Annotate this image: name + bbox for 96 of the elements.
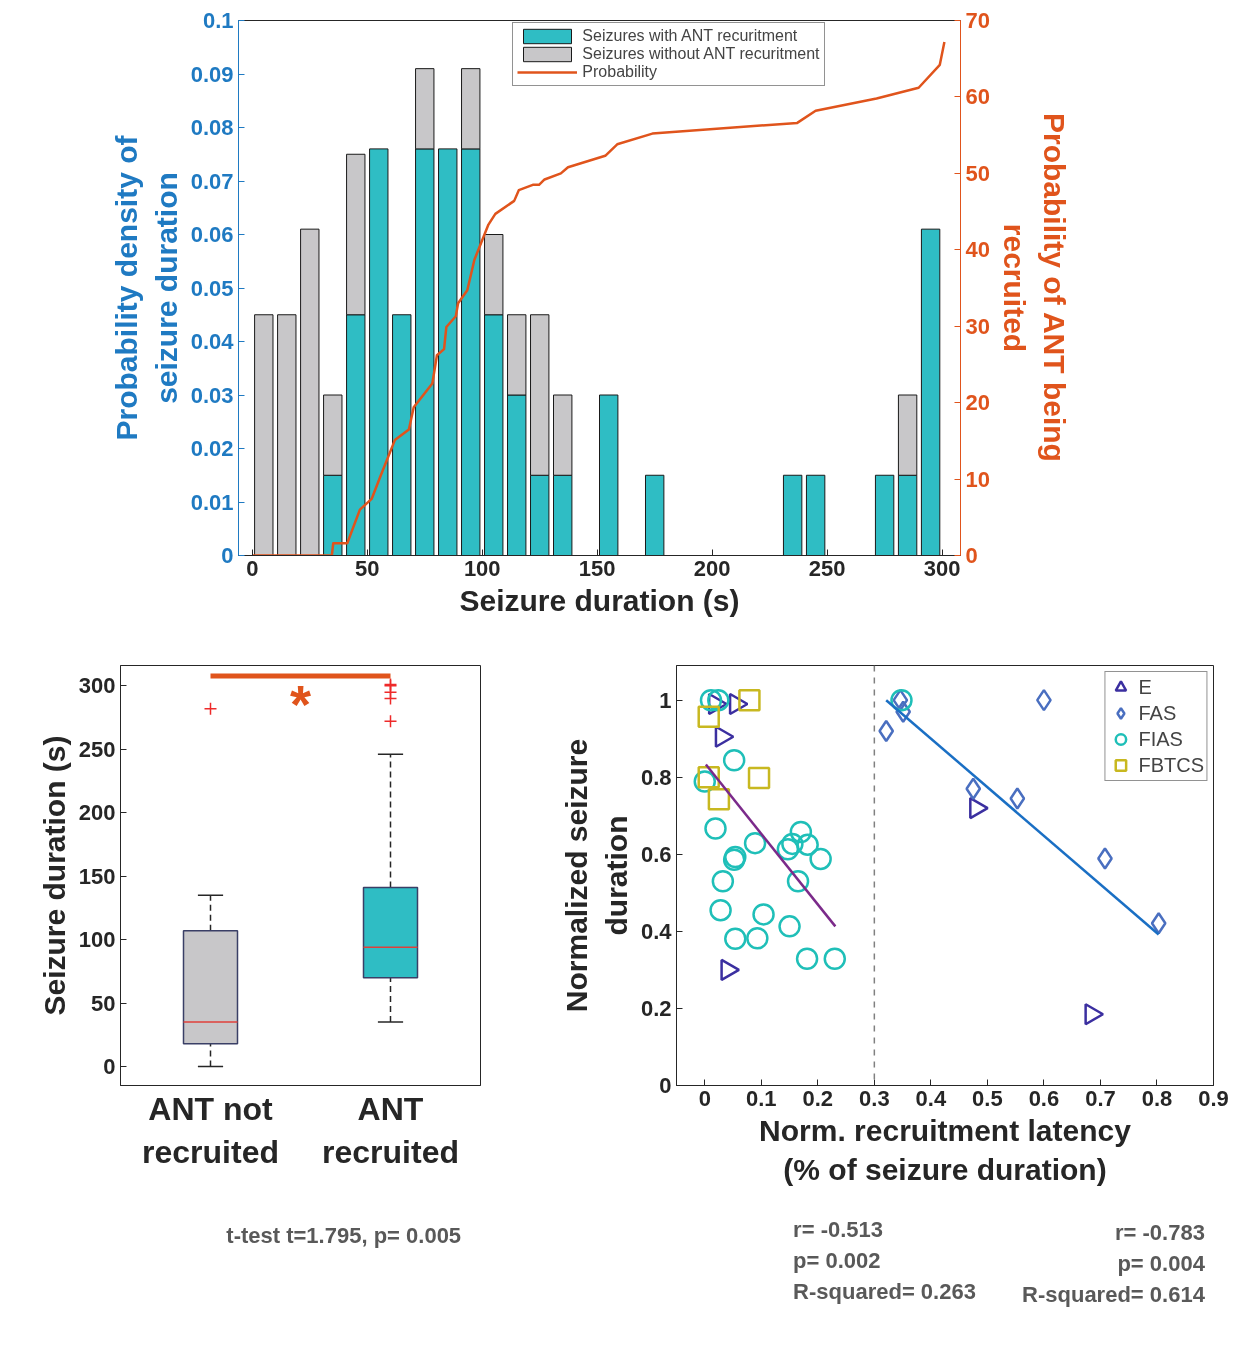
x-tick-label: 50 [355,555,380,581]
y-tick-label: 0.05 [190,275,234,301]
y2-tick-label: 60 [965,84,990,110]
point [778,915,801,938]
y-tick-label: 0.4 [640,918,673,944]
y-tick-label: 0.03 [190,382,234,408]
point [697,705,720,728]
point [724,927,747,950]
point [1009,787,1026,810]
y-tick-label: 1 [659,687,672,713]
y2-tick-label: 30 [965,313,990,339]
point [697,765,720,789]
legend-label: Seizures without ANT recuritment [582,45,820,63]
y-tick-label: 250 [78,736,116,762]
text: r= -0.783 [1114,1219,1205,1245]
point [722,749,746,772]
point [752,903,775,926]
y-tick-label: 200 [78,800,116,826]
legend-label: FAS [1138,701,1177,725]
text: R-squared= 0.263 [793,1278,976,1304]
y-tick-label: 0.01 [190,489,234,515]
x-tick-label: 0 [246,555,259,581]
y-axis-title: Normalized seizure duration [560,738,633,1013]
x-tick-label: 0.7 [1085,1085,1116,1111]
y2-tick-label: 20 [965,390,990,416]
x-tick-label: 150 [578,555,616,581]
x-axis-title: Norm. recruitment latency (% of seizure duration) [759,1113,1132,1187]
point [965,777,982,801]
y-tick-label: 0.6 [640,841,672,867]
point [707,787,731,811]
point [796,833,819,856]
y2-tick-label: 40 [965,237,990,263]
y-tick-label: 0.04 [190,329,235,354]
x-tick-label: 0.9 [1198,1085,1229,1111]
x-tick-label: 0.4 [915,1085,947,1111]
y-tick-label: 0.07 [190,168,234,194]
point [738,688,761,712]
x-tick-label: 0.3 [859,1085,890,1111]
x-tick-label: 300 [923,555,961,581]
x-tick-label: 0.6 [1028,1085,1060,1111]
text: p= 0.002 [793,1247,881,1273]
y-tick-label: 150 [78,863,116,889]
point [786,870,810,893]
y-axis-title: Probability density of seizure duration [110,134,183,441]
y-tick-label: 0.2 [640,995,672,1021]
text: r= -0.513 [793,1216,884,1242]
y-tick-label: 0.1 [202,8,234,33]
point [704,817,727,840]
legend-label: Probability [582,63,658,81]
y2-tick-label: 10 [965,466,990,492]
legend-label: E [1138,675,1153,699]
point [795,947,819,970]
annotation: * [289,674,312,734]
line-series [251,40,946,556]
point [743,831,767,855]
y-tick-label: 0.08 [190,115,234,140]
point [809,847,832,871]
x-tick-label: 250 [808,555,846,581]
point [1150,912,1167,935]
point [789,820,813,844]
text: t-test t=1.795, p= 0.005 [226,1223,462,1248]
x-tick-label: 0.8 [1141,1085,1173,1111]
y-tick-label: 0.02 [190,436,234,461]
y-tick-label: 0.8 [640,764,672,790]
x-tick-label: 0.5 [972,1085,1003,1111]
legend-label: Seizures with ANT recuritment [582,27,798,45]
x-axis-title: Seizure duration (s) [459,583,740,617]
legend-label: FBTCS [1138,753,1204,777]
y2-axis-title: Probability of ANT being recruited [997,113,1071,462]
y2-tick-label: 70 [965,8,990,33]
y2-tick-label: 50 [965,160,990,186]
legend-label: FIAS [1138,727,1183,751]
y-tick-label: 0.06 [190,222,234,247]
point [746,927,769,950]
x-tick-label: 0.2 [802,1085,834,1111]
point [823,947,847,970]
text: R-squared= 0.614 [1022,1281,1206,1307]
x-tick-label: 100 [463,555,501,581]
y-axis-title: Seizure duration (s) [37,735,71,1016]
x-tick-label: ANT recruited [322,1090,459,1170]
y-tick-label: 300 [78,673,116,699]
point [776,838,800,861]
y-tick-label: 0 [103,1053,116,1079]
x-tick-label: 0 [698,1085,711,1111]
point [781,832,804,856]
y-tick-label: 50 [91,990,116,1016]
point [878,719,895,743]
y-tick-label: 100 [78,927,116,953]
x-tick-label: ANT not recruited [142,1090,279,1170]
point [709,898,732,922]
x-tick-label: 200 [693,555,731,581]
text: p= 0.004 [1117,1250,1206,1276]
point [711,870,735,893]
y-tick-label: 0.09 [190,61,234,87]
point [747,766,771,790]
x-tick-label: 0.1 [746,1085,777,1111]
